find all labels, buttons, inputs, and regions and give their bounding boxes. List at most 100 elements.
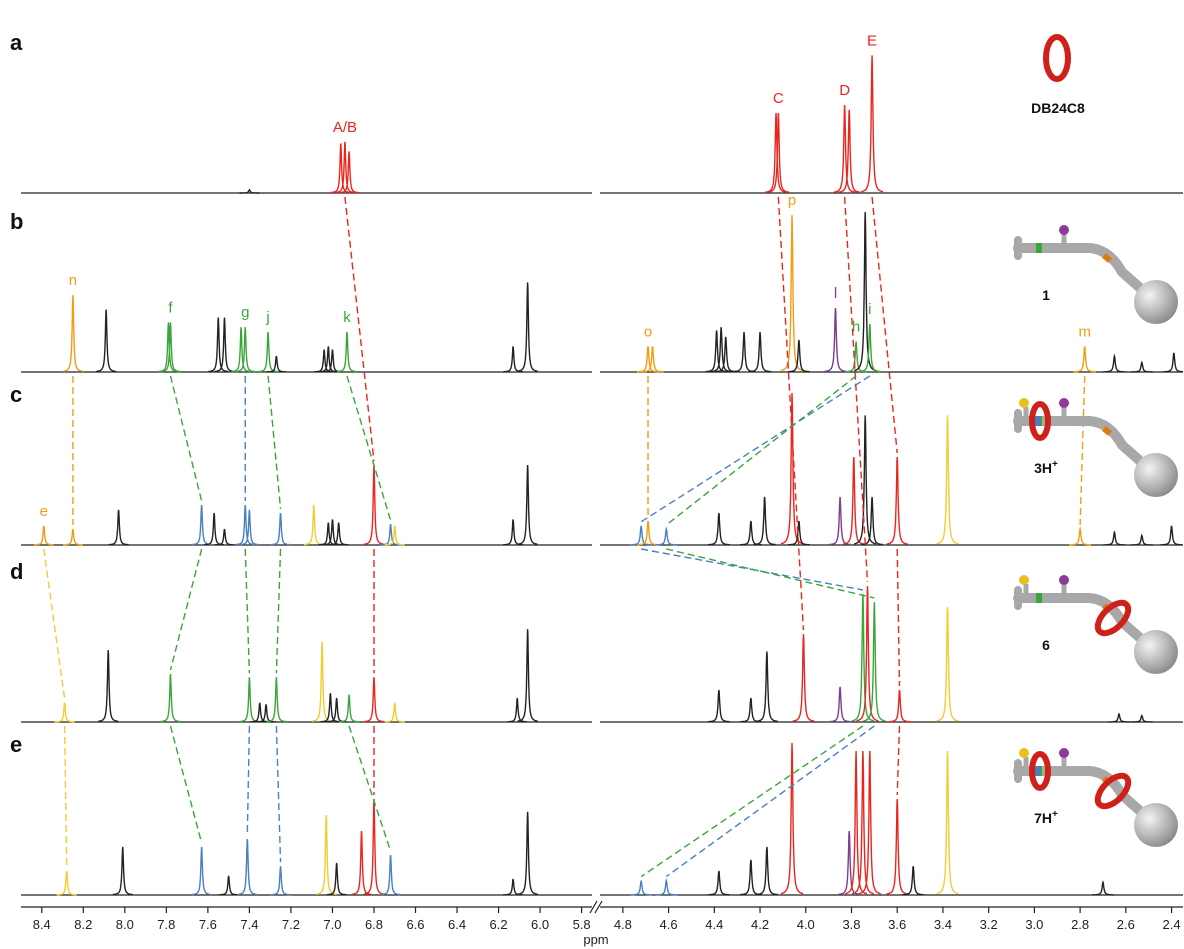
peak (860, 55, 884, 193)
x-tick-label: 4.6 (660, 917, 678, 932)
crown-ether-ring (1094, 772, 1132, 810)
peak (326, 862, 347, 896)
peak (707, 870, 730, 896)
correlation-link (666, 548, 875, 599)
x-tick-label: 3.4 (934, 917, 952, 932)
x-tick-label: 7.4 (240, 917, 258, 932)
x-tick-label: 2.6 (1117, 917, 1135, 932)
site-yellow (1019, 748, 1029, 758)
peak (755, 651, 778, 723)
peak (792, 633, 815, 722)
peak (56, 870, 77, 896)
x-tick-label: 8.2 (74, 917, 92, 932)
peak (316, 814, 337, 895)
peak (517, 282, 538, 372)
x-tick-label: 6.2 (490, 917, 508, 932)
peak-label: m (1078, 323, 1091, 340)
peak (641, 346, 664, 373)
peak (637, 346, 659, 373)
x-tick-label: 4.0 (797, 917, 815, 932)
peak (829, 496, 852, 546)
peak (235, 327, 256, 373)
site (1036, 243, 1042, 253)
peak (517, 464, 538, 545)
peak (364, 677, 384, 723)
peak (780, 392, 804, 545)
correlation-link (1079, 375, 1086, 526)
peak (1069, 526, 1092, 546)
site-purple (1059, 398, 1069, 408)
peak (314, 349, 335, 373)
x-tick-label: 2.8 (1071, 917, 1089, 932)
crown-ether-ring (1029, 751, 1051, 791)
peak (936, 606, 959, 722)
correlation-link (896, 725, 901, 796)
peak (266, 677, 287, 723)
peak (845, 341, 867, 373)
peak (1130, 360, 1153, 373)
peak (1162, 352, 1184, 373)
correlation-link (665, 725, 875, 878)
peak (363, 798, 385, 895)
peak (239, 509, 260, 546)
x-tick-label: 6.0 (531, 917, 549, 932)
peak-label: k (343, 309, 351, 326)
peak (787, 339, 810, 373)
peak (707, 512, 730, 546)
compound-label: 1 (1042, 287, 1050, 303)
peak (33, 525, 54, 546)
correlation-link (275, 548, 282, 674)
peak (1160, 525, 1183, 546)
peak (112, 846, 133, 896)
peak (936, 415, 959, 545)
panel-label: a (10, 30, 23, 55)
peak (902, 866, 925, 896)
peak (739, 859, 762, 896)
peak-label: g (241, 304, 249, 321)
peak-label: C (773, 90, 784, 107)
peak (257, 331, 279, 373)
peak (384, 702, 405, 723)
peak (191, 504, 212, 546)
compound-name: DB24C8 (1031, 100, 1085, 116)
peak (787, 520, 810, 546)
peak (204, 512, 225, 546)
peak (95, 309, 117, 373)
peak (710, 327, 733, 373)
peak-label: p (788, 192, 796, 209)
peak (97, 649, 119, 723)
peak (630, 525, 653, 546)
peak (517, 629, 538, 722)
peak (507, 697, 528, 723)
x-tick-label: 3.6 (888, 917, 906, 932)
peak-label: n (69, 272, 77, 289)
peak (320, 693, 341, 723)
stopper-ball (1134, 453, 1178, 497)
peak (231, 327, 252, 373)
peak (755, 846, 778, 896)
peak (336, 331, 358, 373)
peak (630, 880, 653, 896)
peak (330, 143, 352, 194)
stopper-ball (1134, 803, 1178, 847)
break-mark (589, 900, 598, 914)
peak (753, 496, 776, 546)
site (1036, 593, 1042, 603)
compound-charge: + (1052, 809, 1058, 820)
peak (62, 295, 83, 372)
stopper-ball (1134, 280, 1178, 324)
peak (351, 830, 372, 896)
peak (62, 528, 83, 546)
peak (707, 689, 730, 723)
peak (108, 509, 129, 546)
peak (1130, 714, 1153, 723)
peak (380, 524, 401, 546)
site-purple (1059, 225, 1069, 235)
peak (748, 331, 772, 373)
peak (842, 456, 865, 545)
correlation-link (275, 725, 282, 863)
peak (239, 188, 260, 194)
peak (503, 878, 524, 896)
panel-label: b (10, 209, 23, 234)
